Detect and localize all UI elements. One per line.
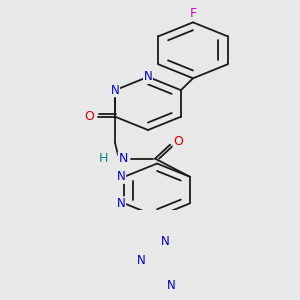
Text: N: N [167,279,175,292]
Text: N: N [137,254,146,267]
Text: N: N [117,170,126,183]
Text: O: O [84,110,94,123]
Text: N: N [161,235,170,248]
Text: H: H [98,152,108,165]
Text: N: N [117,197,126,210]
Text: F: F [189,8,197,20]
Text: N: N [118,152,128,165]
Text: O: O [173,135,183,148]
Text: N: N [144,70,152,83]
Text: N: N [111,84,119,97]
